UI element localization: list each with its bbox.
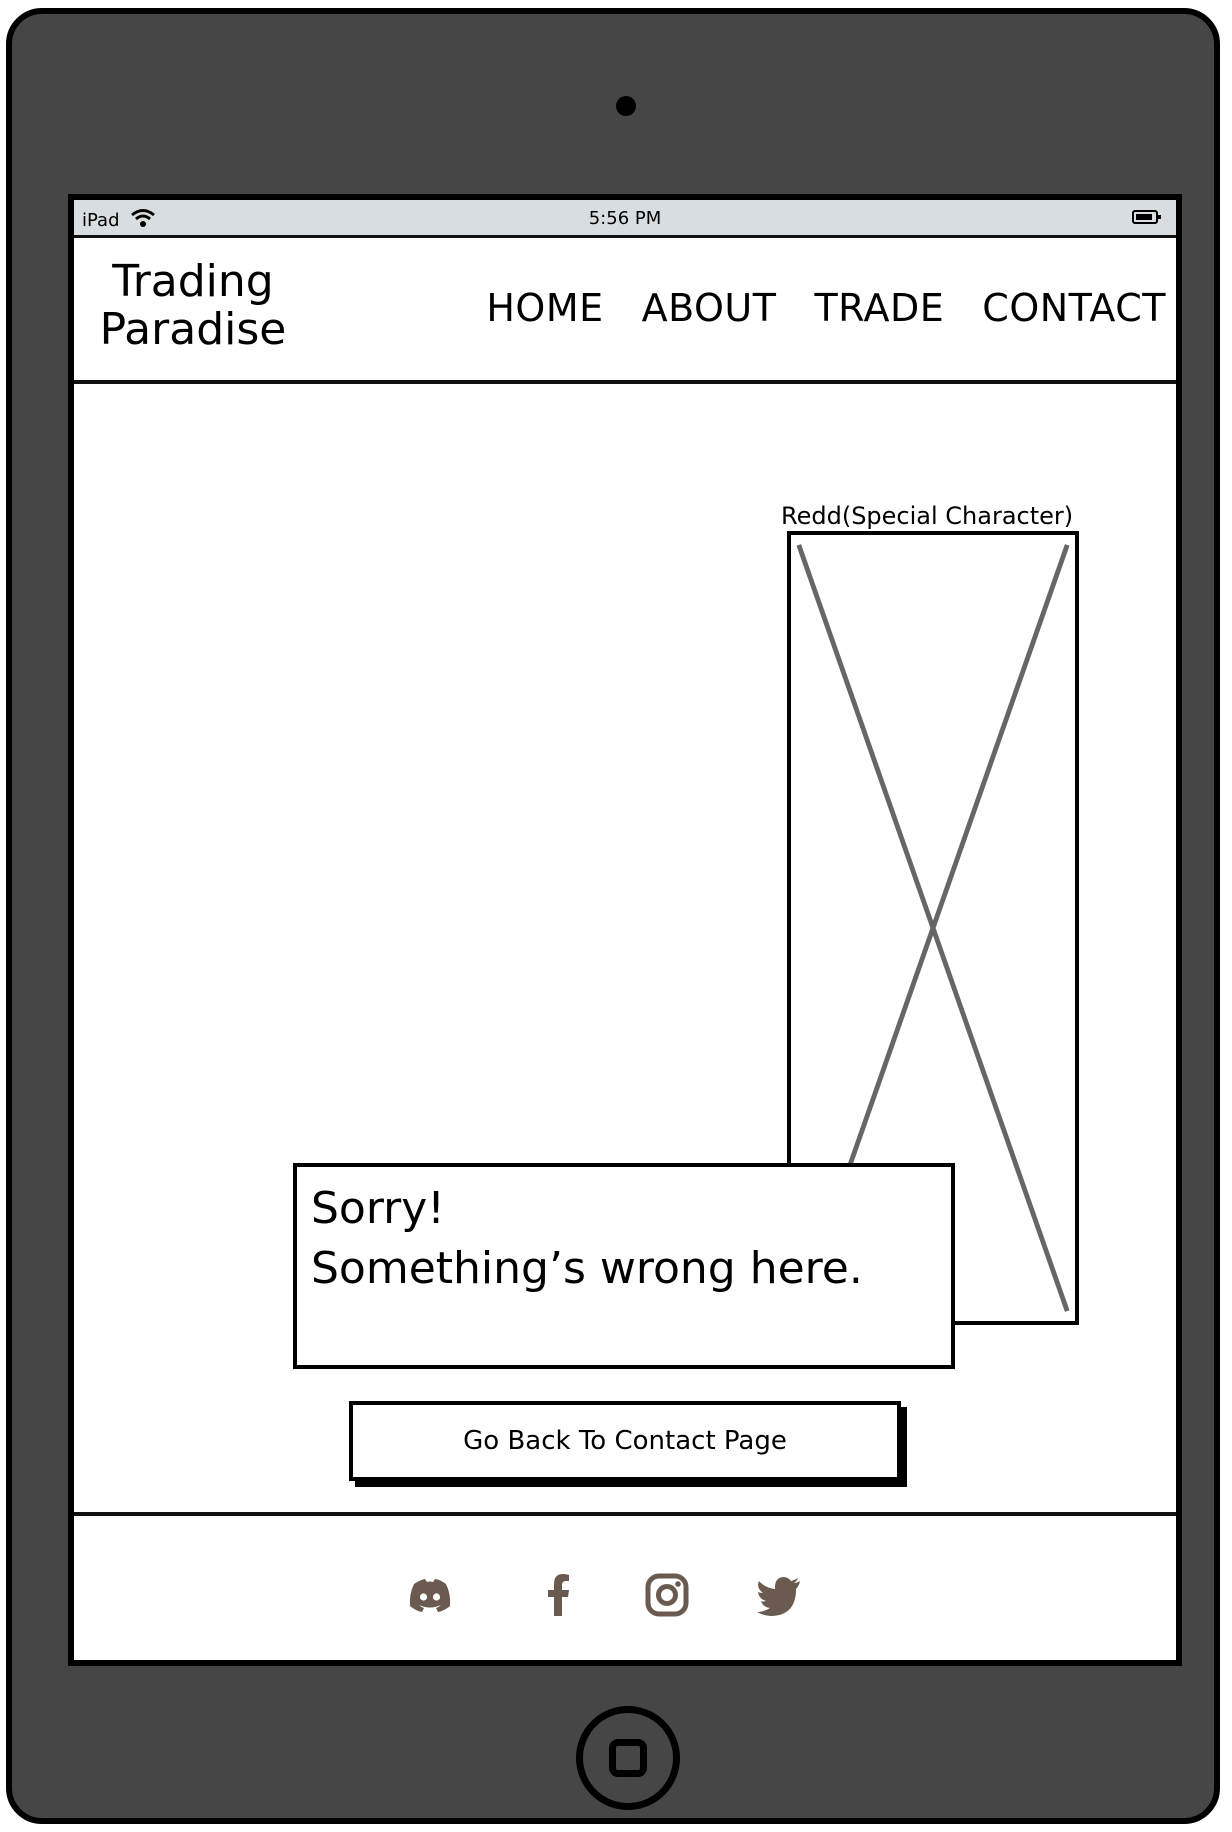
navbar: Trading Paradise HOME ABOUT TRADE CONTAC… bbox=[74, 238, 1176, 384]
wifi-icon bbox=[130, 208, 156, 233]
home-button[interactable] bbox=[576, 1706, 680, 1810]
facebook-icon[interactable] bbox=[534, 1570, 584, 1620]
brand-logo[interactable]: Trading Paradise bbox=[88, 258, 298, 354]
image-label: Redd(Special Character) bbox=[781, 502, 1074, 530]
twitter-icon[interactable] bbox=[754, 1570, 804, 1620]
error-message-box: Sorry! Something’s wrong here. bbox=[293, 1163, 955, 1369]
device-label: iPad bbox=[82, 210, 120, 231]
status-bar: iPad 5:56 PM bbox=[74, 200, 1176, 238]
battery-icon bbox=[1132, 209, 1162, 230]
error-title: Sorry! bbox=[311, 1183, 445, 1234]
instagram-icon[interactable] bbox=[642, 1570, 692, 1620]
tablet-frame: iPad 5:56 PM Trad bbox=[6, 8, 1220, 1824]
nav-about[interactable]: ABOUT bbox=[641, 286, 777, 330]
camera-dot bbox=[616, 96, 636, 116]
home-button-square-icon bbox=[609, 1739, 647, 1777]
nav-contact[interactable]: CONTACT bbox=[982, 286, 1166, 330]
brand-line-1: Trading bbox=[112, 256, 274, 307]
error-subtitle: Something’s wrong here. bbox=[311, 1243, 863, 1294]
nav-links: HOME ABOUT TRADE CONTACT bbox=[486, 286, 1166, 330]
brand-line-2: Paradise bbox=[99, 304, 287, 355]
footer bbox=[74, 1512, 1176, 1660]
screen: iPad 5:56 PM Trad bbox=[68, 194, 1182, 1666]
discord-icon[interactable] bbox=[405, 1570, 455, 1620]
nav-home[interactable]: HOME bbox=[486, 286, 604, 330]
status-time: 5:56 PM bbox=[588, 208, 662, 229]
back-to-contact-button[interactable]: Go Back To Contact Page bbox=[349, 1401, 901, 1481]
nav-trade[interactable]: TRADE bbox=[814, 286, 945, 330]
